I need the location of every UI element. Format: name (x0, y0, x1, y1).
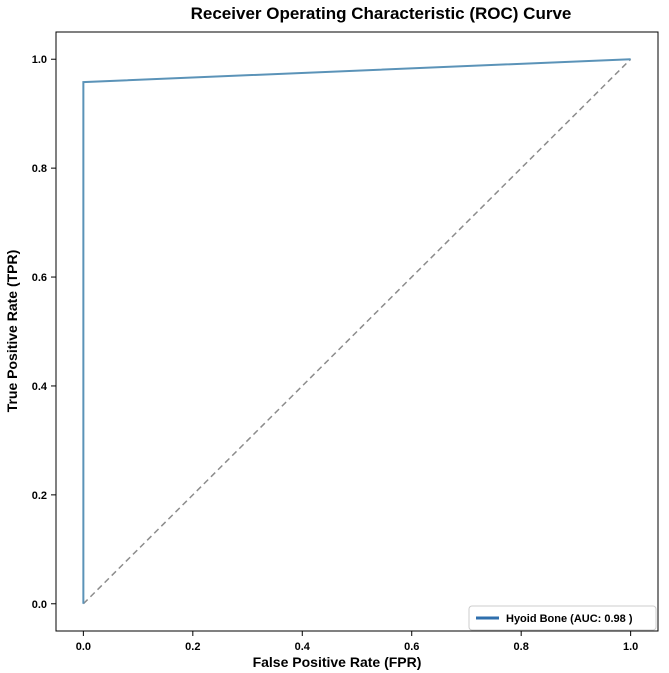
x-axis-label: False Positive Rate (FPR) (253, 654, 422, 670)
y-tick-label: 0.4 (32, 381, 48, 393)
reference-line-layer (82, 58, 632, 605)
y-axis-ticks: 0.0 0.2 0.4 0.6 0.8 1.0 (32, 54, 56, 611)
legend-box (468, 605, 657, 631)
x-axis-ticks: 0.0 0.2 0.4 0.6 0.8 1.0 (76, 631, 638, 653)
x-tick-label: 0.8 (514, 641, 529, 653)
x-tick-label: 0.6 (404, 641, 419, 653)
legend: Hyoid Bone (AUC: 0.98 ) (468, 605, 657, 631)
x-tick-label: 0.0 (76, 641, 91, 653)
y-tick-label: 0.2 (32, 490, 47, 502)
series-layer (82, 58, 631, 604)
plot-area (55, 31, 659, 632)
y-axis-label: True Positive Rate (TPR) (4, 250, 20, 413)
roc-curve-line (82, 58, 631, 604)
y-tick-label: 0.6 (32, 272, 47, 284)
reference-diagonal-line (82, 58, 632, 605)
x-tick-label: 1.0 (623, 641, 638, 653)
y-tick-label: 0.8 (32, 163, 47, 175)
x-tick-label: 0.2 (185, 641, 200, 653)
chart-title: Receiver Operating Characteristic (ROC) … (191, 4, 572, 23)
y-tick-label: 0.0 (32, 599, 47, 611)
legend-label: Hyoid Bone (AUC: 0.98 ) (506, 613, 633, 625)
y-tick-label: 1.0 (32, 54, 47, 66)
x-tick-label: 0.4 (295, 641, 311, 653)
